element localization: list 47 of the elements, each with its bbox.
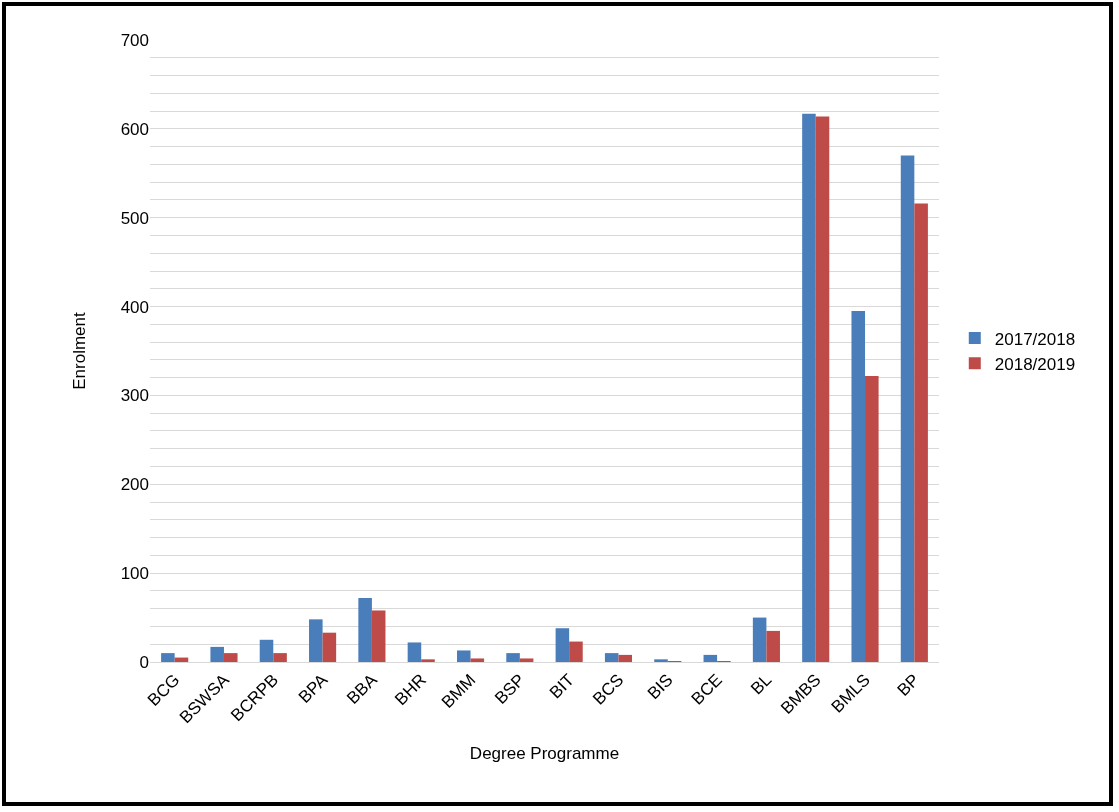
bar [223,653,238,662]
y-tick-label: 0 [139,652,149,672]
bar [161,653,175,662]
bar [421,659,435,662]
y-axis-title: Enrolment [70,311,90,390]
y-tick-label: 600 [120,119,149,139]
bar [470,658,485,662]
bar [618,654,633,662]
x-tick-label: BPA [294,669,332,707]
bar [766,630,780,662]
bar [407,642,422,662]
bar [506,653,520,662]
x-tick-label: BIT [545,670,578,703]
bar [210,646,224,662]
bar [555,628,570,662]
y-tick-label: 300 [120,386,149,406]
x-tick-label: BBA [343,669,382,708]
bar [900,155,915,662]
bar [752,617,767,662]
y-tick-label: 200 [120,475,149,495]
bar [802,113,816,662]
bar [371,610,386,662]
legend-label: 2017/2018 [994,329,1076,349]
x-tick-label: BL [747,670,776,699]
bar [914,203,928,662]
y-tick-label: 500 [120,208,149,228]
bar [273,653,287,662]
bar [865,375,879,662]
bar [358,598,372,662]
bar [604,653,619,662]
bar [851,311,866,662]
x-tick-label: BIS [643,670,677,704]
y-tick-label: 400 [120,297,149,317]
legend-label: 2018/2019 [994,354,1076,374]
bar [703,654,718,662]
y-tick-label: 700 [120,30,149,50]
bar [259,639,274,662]
bar [322,632,337,662]
x-axis-title: Degree Programme [469,743,620,763]
bar [456,650,471,662]
bar [654,659,668,662]
bar [815,116,830,662]
bar [519,658,534,662]
bar [309,619,323,662]
bar [569,641,583,662]
x-tick-label: BP [893,670,924,700]
y-tick-label: 100 [120,564,149,584]
